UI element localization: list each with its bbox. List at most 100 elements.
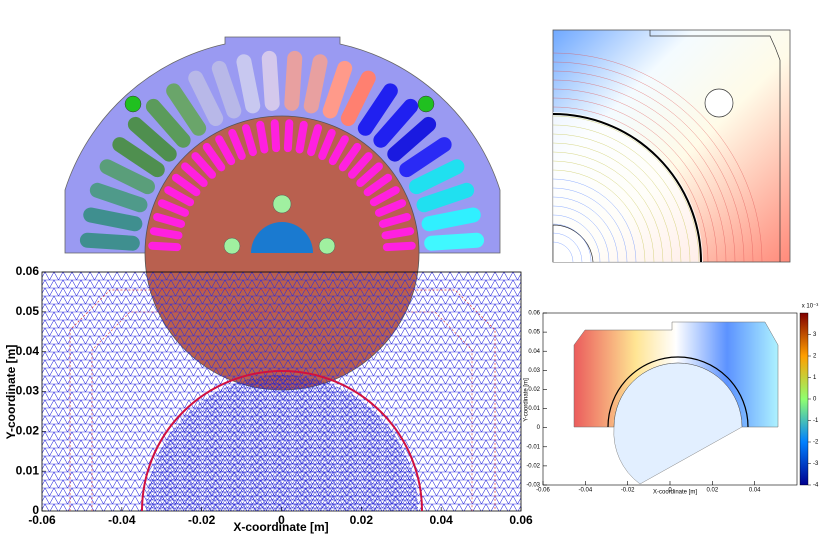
field-line [552,106,709,263]
field-line [552,232,583,263]
x-tick-label: 0 [278,513,285,527]
stator-slot [284,50,303,111]
rotor-bar [148,241,182,252]
rotor-bar [256,120,269,154]
x-tick-label: 0.04 [749,488,761,494]
colorbar-tick-label: -3 [813,461,819,467]
x-tick-label: 0.04 [429,513,453,527]
x-tick-label: -0.04 [578,488,592,494]
stator-slot [236,54,261,114]
rotor-bar [382,241,416,252]
y-axis-label: Y-coordinate [m] [524,378,530,422]
y-tick-label: 0.04 [16,344,40,358]
rotor-bar [153,213,186,228]
rotor-bar [356,162,383,188]
stator-slot [357,83,398,136]
rotor-bar [347,152,373,179]
stator-slot [399,137,452,178]
y-axis-label: Y-coordinate [m] [4,345,18,440]
rotor-bar [228,128,246,160]
rotor-bar [363,173,393,197]
stator-slot [421,207,481,232]
rotor-bar [307,124,322,157]
x-tick-label: -0.06 [536,488,550,494]
stator-slot [416,182,475,213]
colorbar-tick-label: -2 [813,440,819,446]
y-tick-label: 0.05 [16,304,40,318]
rotor-bar [171,173,201,197]
colorbar-tick-label: 0 [813,397,817,403]
y-tick-label: 0.06 [528,311,540,317]
stator-slot [145,98,191,148]
stator-slot [83,207,143,232]
stator-slot [211,60,242,119]
field-line [552,124,691,263]
x-axis-label: X-coordinate [m] [653,490,697,496]
field-lines-image [552,29,791,263]
field-plot [542,312,809,486]
colorbar-tick-label: -1 [813,418,819,424]
field-line [552,151,664,263]
field-line [552,88,727,263]
stator-slot [79,232,140,251]
field-line [552,241,574,263]
y-tick-label: -0.02 [526,463,540,469]
field-line [552,79,736,263]
colorbar-tick-label: -4 [813,483,819,489]
stator-slot [112,137,165,178]
x-axis-label: X-coordinate [m] [233,520,328,534]
field-line [552,214,601,263]
stator-hole [124,95,142,113]
field-line [552,187,628,263]
rotor-bar [338,142,362,172]
field-line [552,196,619,263]
colorbar-tick-label: 2 [813,354,817,360]
stator-hole [417,95,435,113]
y-tick-label: 0.01 [528,406,540,412]
stator-slot [340,70,376,126]
colorbar-unit: x 10⁻³ [802,304,819,310]
rotor-bar [295,120,308,154]
x-tick-label: -0.06 [28,513,56,527]
y-tick-label: 0.02 [16,424,40,438]
rotor-hole [223,237,241,255]
stator-slot [261,50,280,111]
field-line [552,97,718,263]
rotor-bar [328,135,349,166]
field-line [552,169,646,263]
rotor-bar [157,199,189,217]
rotor-hole [272,194,292,214]
stator-slot [166,83,207,136]
x-tick-label: -0.04 [108,513,136,527]
rotor-bar [375,199,407,217]
colorbar-tick-label: 3 [813,332,817,338]
y-tick-label: 0.04 [528,349,540,355]
stator-slot [409,159,465,195]
field-line-set [552,52,763,263]
field-line [552,70,745,263]
field-line [552,115,700,263]
motor-geometry [64,36,501,391]
rotor-hole [318,237,336,255]
stator-slot [303,54,328,114]
y-tick-label: 0.03 [528,368,540,374]
y-tick-label: -0.03 [526,483,540,489]
stator-slot [99,159,155,195]
colorbar-tick-label: 1 [813,375,817,381]
rotor-bar [270,119,281,153]
field-line [552,223,592,263]
rotor-bar [381,227,415,240]
y-tick-label: 0.03 [16,384,40,398]
shaft [251,222,313,253]
y-tick-label: 0 [537,425,541,431]
rotor-bar [318,128,336,160]
x-tick-label: 0.02 [706,488,718,494]
mesh-plot [41,271,522,512]
field-line [552,52,763,263]
rotor-bar [242,124,257,157]
stator-slot [127,116,177,162]
y-tick-label: 0.01 [16,463,40,477]
field-line [552,142,673,263]
x-tick-label: 0 [668,488,672,494]
rotor-bar [202,142,226,172]
